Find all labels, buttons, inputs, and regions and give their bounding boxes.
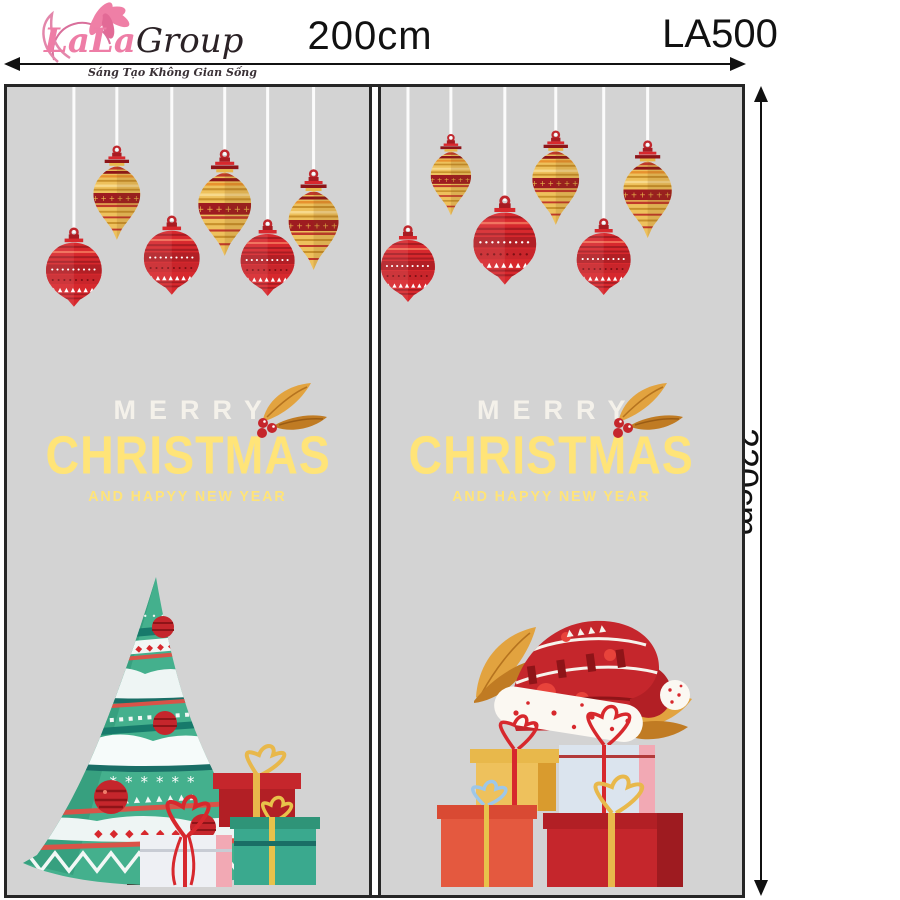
gift-box-big-red-icon [542, 774, 683, 887]
svg-text:******: ****** [110, 773, 203, 791]
gift-box-teal-icon [230, 795, 320, 885]
window-decal: MERRY CHRISTMAS AND HAPYY NEW YEAR [4, 84, 745, 898]
greeting-text-right: MERRY CHRISTMAS AND HAPYY NEW YEAR [380, 395, 732, 506]
horizontal-dimension-arrow [4, 57, 746, 71]
gift-box-white-icon [140, 794, 232, 887]
ornament-red-ball-icon [573, 220, 633, 296]
brand-logo: LaLaGroup Sáng Tạo Không Gian Sống [10, 0, 310, 84]
merry-text: MERRY [113, 395, 275, 425]
santa-hat-icon: ▲▲▲▲ [493, 620, 690, 743]
hanging-ornaments-left [7, 87, 369, 347]
merry-text: MERRY [476, 395, 639, 425]
christmas-text: CHRISTMAS [408, 426, 694, 486]
ornament-gold-drop-icon [191, 151, 259, 256]
product-code-label: LA500 [662, 12, 778, 56]
ornament-gold-drop-icon [87, 147, 147, 240]
hanging-ornaments-right [381, 87, 743, 347]
width-dimension-label: 200cm [307, 14, 433, 58]
ornament-red-ball-icon [381, 227, 438, 303]
brand-tagline: Sáng Tạo Không Gian Sống [88, 66, 257, 79]
christmas-tree-with-gifts-icon: ◆◆◆◆◆◆ ••••• ▪▪▪▪▪▪▪▪▪▪ ****** [23, 577, 320, 887]
brand-name: LaLaGroup [44, 24, 243, 58]
christmas-text: CHRISTMAS [45, 426, 331, 486]
decal-pane-left: MERRY CHRISTMAS AND HAPYY NEW YEAR [7, 87, 372, 895]
ornament-red-ball-icon [43, 229, 105, 307]
gold-leaf-icon [473, 627, 536, 703]
holly-icon [257, 383, 327, 438]
ornament-gold-drop-icon [616, 142, 678, 238]
new-year-text: AND HAPYY NEW YEAR [88, 488, 287, 505]
ornament-red-ball-icon [470, 197, 540, 285]
greeting-text-left: MERRY CHRISTMAS AND HAPYY NEW YEAR [7, 395, 369, 506]
brand-name-accent: LaLa [44, 21, 136, 61]
decal-pane-right: MERRY CHRISTMAS AND HAPYY NEW YEAR [377, 87, 743, 895]
ornament-gold-drop-icon [425, 135, 477, 215]
gift-box-blue-icon [558, 704, 655, 813]
santa-hat-with-gifts-icon: ▲▲▲▲ [436, 620, 692, 887]
gift-box-orange-icon [436, 779, 537, 887]
holly-icon [612, 383, 683, 438]
tree-baubles [94, 616, 216, 840]
vertical-dimension-arrow [754, 86, 768, 896]
new-year-text: AND HAPYY NEW YEAR [452, 488, 651, 505]
flower-logo-icon [42, 2, 130, 63]
brand-name-rest: Group [135, 21, 244, 61]
svg-text:•••••: ••••• [134, 612, 178, 621]
ornament-red-ball-icon [238, 221, 298, 297]
ornament-gold-drop-icon [525, 132, 585, 225]
hat-pompom [659, 680, 690, 710]
ornament-red-ball-icon [141, 217, 203, 295]
